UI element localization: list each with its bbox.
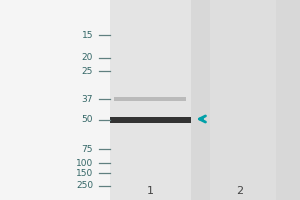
Text: 75: 75 <box>82 144 93 154</box>
Text: 2: 2 <box>236 186 244 196</box>
Text: 20: 20 <box>82 53 93 62</box>
Bar <box>110 0 190 200</box>
Bar <box>114 97 186 101</box>
Text: 50: 50 <box>82 116 93 124</box>
Text: 250: 250 <box>76 182 93 190</box>
Text: 1: 1 <box>146 186 154 196</box>
Text: 150: 150 <box>76 168 93 178</box>
Text: 37: 37 <box>82 95 93 104</box>
Text: 100: 100 <box>76 158 93 168</box>
Bar <box>110 117 190 123</box>
Text: 15: 15 <box>82 30 93 40</box>
Text: 25: 25 <box>82 66 93 75</box>
Bar <box>210 0 276 200</box>
Bar <box>110 0 300 200</box>
